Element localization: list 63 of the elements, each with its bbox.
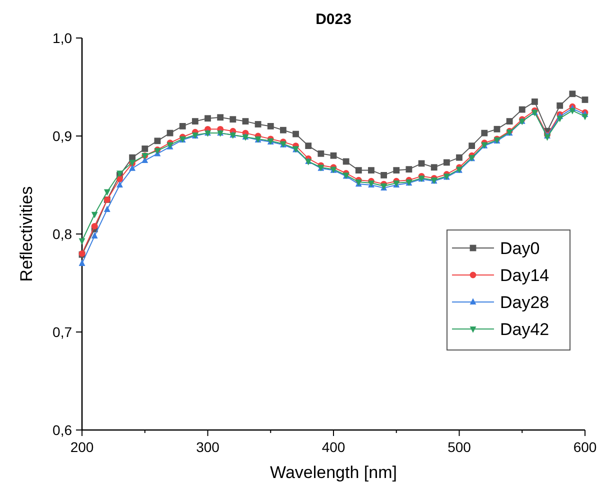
x-tick-label: 600 — [573, 439, 597, 455]
point — [116, 176, 123, 182]
x-tick-label: 500 — [448, 439, 472, 455]
point — [116, 181, 123, 188]
chart-title: D023 — [316, 11, 352, 28]
y-tick-label: 0,7 — [52, 324, 72, 340]
point — [506, 118, 513, 124]
point — [582, 96, 588, 103]
point — [217, 114, 224, 121]
y-axis-title: Reflectivities — [17, 186, 36, 282]
point — [318, 150, 324, 157]
point — [104, 206, 110, 212]
x-tick-label: 200 — [70, 439, 94, 455]
y-tick-label: 0,8 — [52, 226, 72, 242]
point — [242, 118, 249, 124]
legend-label: Day28 — [500, 293, 550, 312]
point — [468, 142, 476, 149]
x-axis-title: Wavelength [nm] — [270, 463, 397, 482]
point — [142, 146, 148, 152]
point — [292, 130, 299, 138]
point — [267, 123, 274, 130]
point — [305, 142, 312, 149]
point — [556, 102, 564, 109]
x-tick-label: 300 — [196, 439, 220, 455]
point — [192, 118, 198, 124]
point — [418, 160, 425, 167]
legend-label: Day14 — [500, 266, 550, 285]
point — [91, 222, 98, 230]
point — [91, 232, 98, 239]
point — [518, 106, 526, 113]
point — [569, 90, 576, 98]
point — [406, 166, 412, 173]
point — [154, 138, 161, 144]
y-tick-label: 0,9 — [52, 128, 72, 144]
point — [129, 164, 136, 171]
point — [393, 167, 400, 174]
point — [368, 167, 374, 174]
point — [556, 116, 564, 122]
y-tick-label: 1,0 — [52, 30, 72, 46]
point — [91, 212, 98, 218]
point — [330, 152, 337, 159]
point — [380, 172, 387, 178]
point — [456, 154, 462, 161]
point — [254, 121, 262, 128]
point — [230, 116, 236, 123]
point — [443, 159, 450, 166]
point — [78, 260, 86, 266]
point — [166, 130, 174, 136]
point — [569, 108, 576, 114]
point — [179, 123, 186, 130]
point — [280, 126, 286, 134]
legend-label: Day42 — [500, 320, 550, 339]
legend-label: Day0 — [500, 239, 540, 258]
point — [204, 115, 211, 122]
point — [104, 189, 110, 196]
point — [481, 130, 488, 136]
y-tick-label: 0,6 — [52, 422, 72, 438]
point — [355, 167, 362, 174]
point — [342, 158, 350, 165]
x-tick-label: 400 — [322, 439, 346, 455]
point — [494, 126, 500, 132]
point — [532, 98, 538, 105]
point — [430, 164, 438, 171]
